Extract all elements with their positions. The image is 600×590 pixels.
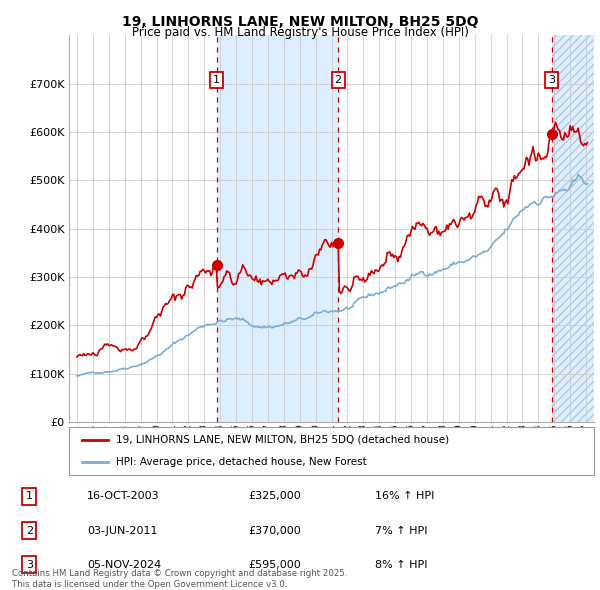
Text: 3: 3 — [548, 75, 555, 85]
Text: 1: 1 — [213, 75, 220, 85]
Text: Contains HM Land Registry data © Crown copyright and database right 2025.
This d: Contains HM Land Registry data © Crown c… — [12, 569, 347, 589]
Text: 05-NOV-2024: 05-NOV-2024 — [87, 560, 161, 569]
Text: 3: 3 — [26, 560, 33, 569]
Text: 19, LINHORNS LANE, NEW MILTON, BH25 5DQ (detached house): 19, LINHORNS LANE, NEW MILTON, BH25 5DQ … — [116, 435, 449, 445]
Text: 03-JUN-2011: 03-JUN-2011 — [87, 526, 157, 536]
Text: HPI: Average price, detached house, New Forest: HPI: Average price, detached house, New … — [116, 457, 367, 467]
Text: 2: 2 — [335, 75, 342, 85]
FancyBboxPatch shape — [69, 427, 594, 475]
Text: 8% ↑ HPI: 8% ↑ HPI — [375, 560, 427, 569]
Bar — [217, 35, 338, 422]
Text: 19, LINHORNS LANE, NEW MILTON, BH25 5DQ: 19, LINHORNS LANE, NEW MILTON, BH25 5DQ — [122, 15, 478, 29]
Text: 1: 1 — [26, 491, 33, 502]
Text: £595,000: £595,000 — [248, 560, 301, 569]
Text: 16-OCT-2003: 16-OCT-2003 — [87, 491, 160, 502]
Text: 16% ↑ HPI: 16% ↑ HPI — [375, 491, 434, 502]
Text: Price paid vs. HM Land Registry's House Price Index (HPI): Price paid vs. HM Land Registry's House … — [131, 26, 469, 39]
Text: 2: 2 — [26, 526, 33, 536]
Text: 7% ↑ HPI: 7% ↑ HPI — [375, 526, 427, 536]
Bar — [551, 35, 594, 422]
Text: £325,000: £325,000 — [248, 491, 301, 502]
Text: £370,000: £370,000 — [248, 526, 301, 536]
